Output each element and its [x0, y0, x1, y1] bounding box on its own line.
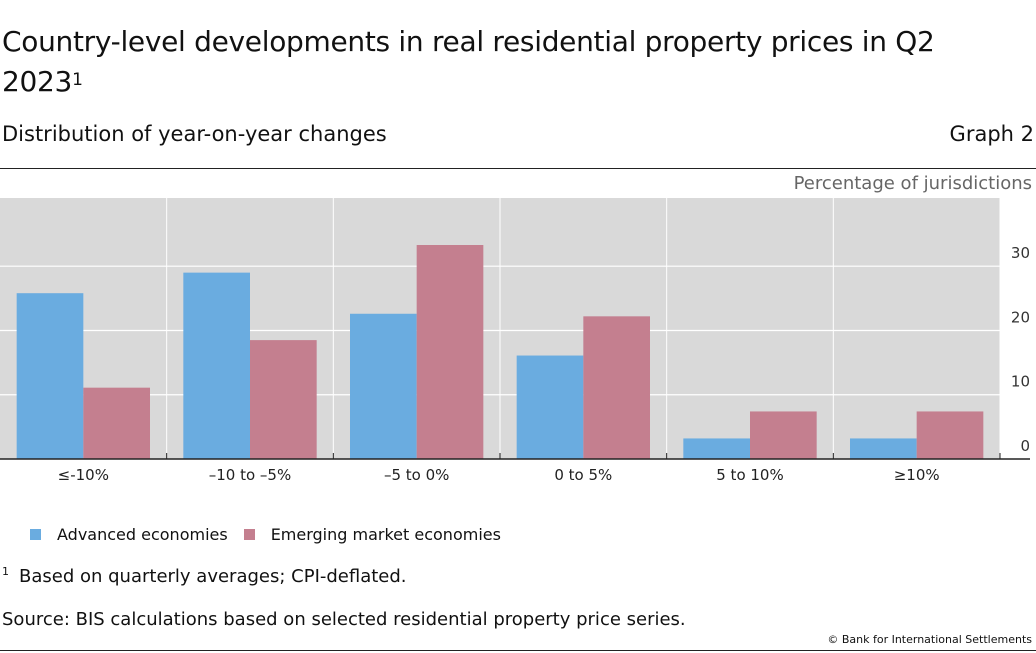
- x-tick-label: –5 to 0%: [384, 466, 449, 484]
- legend-item-advanced: Advanced economies: [30, 525, 228, 544]
- chart-title: Country-level developments in real resid…: [2, 22, 962, 102]
- legend-label: Emerging market economies: [270, 525, 501, 544]
- footnote-text: Based on quarterly averages; CPI-deflate…: [19, 566, 407, 587]
- bar-emerging: [750, 411, 817, 459]
- legend-label: Advanced economies: [57, 525, 228, 544]
- x-tick-label: ≤-10%: [58, 466, 109, 484]
- y-axis-label: Percentage of jurisdictions: [793, 173, 1032, 194]
- legend-swatch: [30, 529, 41, 540]
- bar-emerging: [250, 340, 317, 459]
- bar-advanced: [850, 438, 917, 459]
- bar-emerging: [83, 387, 150, 459]
- bar-advanced: [16, 293, 84, 459]
- x-tick-label: ≥10%: [894, 466, 940, 484]
- y-tick-label: 10: [1011, 373, 1030, 391]
- legend-item-emerging: Emerging market economies: [243, 525, 501, 544]
- bottom-rule: [0, 650, 1036, 651]
- bar-advanced: [350, 313, 417, 459]
- footnote-marker: 1: [2, 565, 9, 578]
- x-tick-label: 0 to 5%: [554, 466, 612, 484]
- x-tick-label: 5 to 10%: [716, 466, 783, 484]
- bar-emerging: [583, 316, 650, 459]
- bar-emerging: [416, 245, 484, 459]
- bar-advanced: [516, 355, 584, 459]
- title-footnote-marker: 1: [72, 70, 83, 90]
- copyright: © Bank for International Settlements: [827, 633, 1032, 646]
- x-tick-label: –10 to –5%: [209, 466, 291, 484]
- bar-advanced: [683, 438, 750, 459]
- footnote: 1 Based on quarterly averages; CPI-deflat…: [2, 565, 407, 587]
- y-tick-label: 20: [1011, 308, 1030, 326]
- bar-advanced: [183, 272, 250, 459]
- chart-title-text: Country-level developments in real resid…: [2, 25, 935, 98]
- chart-subtitle: Distribution of year-on-year changes: [2, 122, 387, 146]
- y-tick-label: 0: [1020, 437, 1030, 455]
- top-rule: [0, 168, 1036, 169]
- graph-label: Graph 2: [949, 122, 1034, 146]
- legend-swatch: [243, 529, 255, 540]
- legend: Advanced economies Emerging market econo…: [30, 525, 517, 544]
- bar-chart: 0 10 20 30 ≤-10% –10 to –5% –5 to 0% 0 to 5% 5 t…: [0, 198, 1030, 484]
- y-tick-label: 30: [1011, 244, 1030, 262]
- bar-emerging: [916, 411, 984, 459]
- source-note: Source: BIS calculations based on select…: [2, 609, 686, 630]
